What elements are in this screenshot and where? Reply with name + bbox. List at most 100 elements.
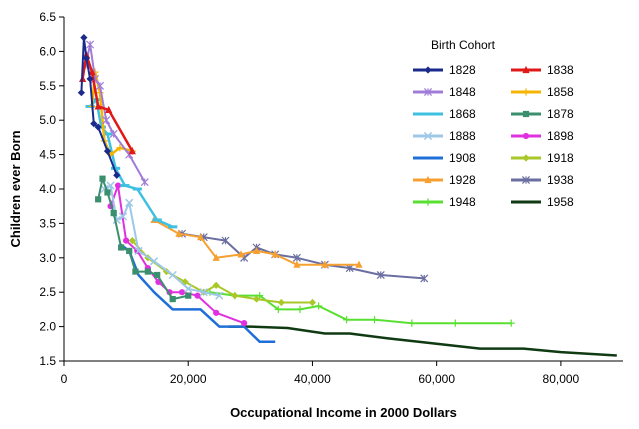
data-point [114,182,122,189]
series-1928 [150,215,363,268]
data-point [252,246,261,255]
data-point [118,244,125,251]
data-point [292,253,301,262]
data-point [271,250,279,258]
legend-marker [521,175,531,185]
series-1888 [100,181,224,300]
data-point [408,319,416,327]
data-point [343,316,351,324]
data-point [102,116,111,125]
data-point [274,305,282,313]
axes: 1.5 2.0 2.5 3.0 3.5 4.0 4.5 5.0 5.5 6.0 6.5 0 20,000… [39,10,623,386]
legend-marker [522,154,530,162]
legend-marker [424,175,432,184]
data-point [128,147,136,155]
legend-label: 1878 [547,107,574,121]
series-1878 [95,175,192,303]
y-tick-label: 5.0 [39,113,56,127]
x-tick-label: 40,000 [294,372,331,386]
data-point [99,175,106,182]
data-point [126,247,133,255]
x-axis-title: Occupational Income in 2000 Dollars [230,405,457,420]
data-point [185,292,192,299]
x-tick-label: 60,000 [418,372,455,386]
data-point [212,281,220,289]
legend-entry-1958: 1958 [511,195,574,209]
x-tick-label: 0 [61,372,68,386]
legend-entry-1908: 1908 [413,151,476,165]
data-point [237,250,245,258]
legend-marker [424,198,432,206]
legend-label: 1898 [547,129,574,143]
series-1958 [228,325,617,357]
data-point [132,268,139,275]
data-point [95,196,102,203]
series-line-1828 [80,36,118,176]
legend-label: 1908 [449,151,476,165]
legend-entry-1888: 1888 [413,129,476,143]
data-point [252,295,261,303]
data-point [376,270,385,280]
data-point [86,40,95,49]
y-tick-label: 6.0 [39,44,56,58]
y-tick-label: 4.5 [39,148,56,162]
legend-entry-1828: 1828 [413,63,476,77]
series-line-1958 [228,325,617,357]
series-1898 [107,182,248,327]
data-point [109,129,118,138]
data-point [241,320,248,327]
data-point [221,236,230,245]
data-point [134,246,143,256]
data-point [88,67,96,76]
legend-label: 1848 [449,85,476,99]
data-point [82,54,90,62]
legend-marker [424,66,432,74]
y-tick-label: 1.5 [39,354,56,368]
legend-title: Birth Cohort [431,38,496,52]
legend: Birth Cohort 1828 1838 1848 1858 1868 1878 1888… [413,38,574,209]
y-tick-label: 6.5 [39,10,56,24]
y-axis-title: Children ever Born [8,130,23,247]
data-point [104,189,111,196]
legend-marker [522,110,530,118]
legend-label: 1838 [547,63,574,77]
data-point [256,292,264,300]
data-point [94,102,102,110]
data-point [86,75,94,83]
data-point [308,298,317,307]
data-point [94,123,102,131]
legend-entry-1898: 1898 [511,129,574,143]
y-tick-label: 3.5 [39,216,56,230]
data-point [178,289,186,296]
y-tick-label: 2.5 [39,285,56,299]
legend-entry-1838: 1838 [511,63,574,77]
legend-marker [522,65,530,74]
y-tick-label: 4.0 [39,182,56,196]
data-point [103,147,112,155]
legend-marker [522,88,530,96]
data-point [168,270,177,280]
legend-label: 1918 [547,151,574,165]
legend-entry-1868: 1868 [413,107,476,121]
data-point [231,292,239,300]
data-point [106,181,115,190]
data-point [277,298,285,307]
legend-marker [423,131,433,141]
y-tick-label: 5.5 [39,79,56,93]
series-1848 [81,40,149,187]
data-point [215,291,224,300]
series-group [77,34,617,357]
data-point [113,171,121,179]
data-point [293,260,301,268]
legend-entry-1878: 1878 [511,107,574,121]
legend-label: 1928 [449,173,476,187]
legend-entry-1918: 1918 [511,151,574,165]
data-point [315,302,323,310]
legend-entry-1848: 1848 [413,85,476,99]
data-point [169,295,176,303]
data-point [90,120,98,128]
data-point [77,89,85,97]
data-point [175,229,183,237]
data-point [144,268,151,275]
